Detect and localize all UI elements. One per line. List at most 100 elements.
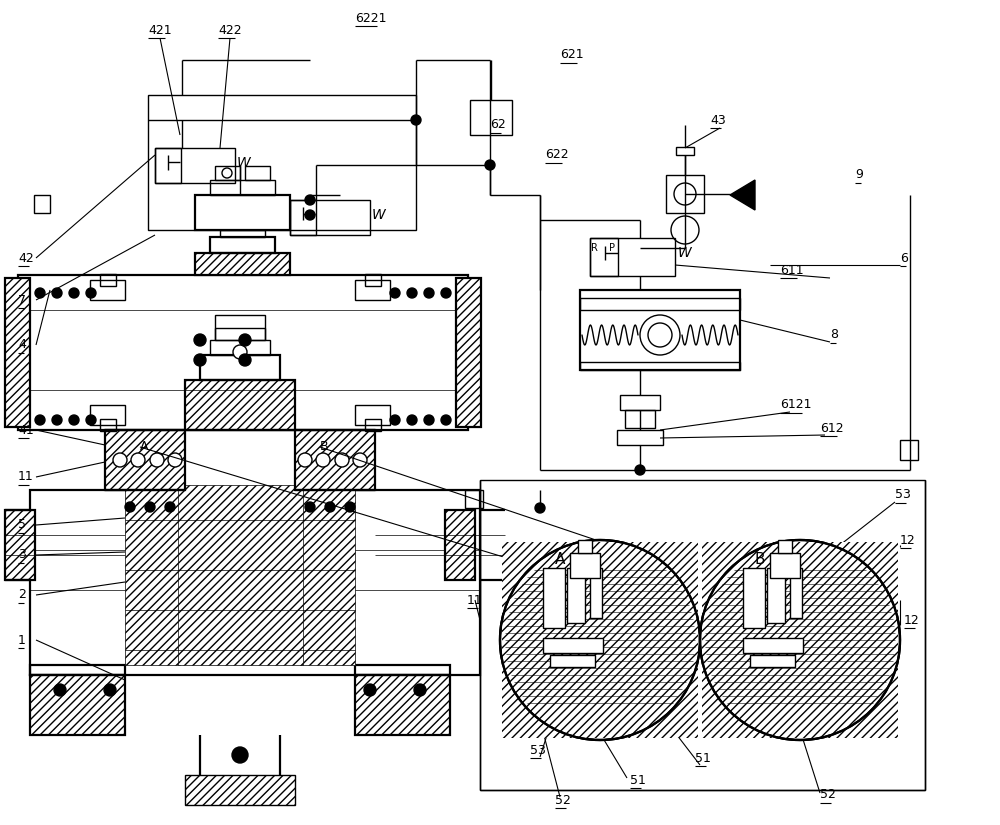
Circle shape	[69, 288, 79, 298]
Circle shape	[165, 502, 175, 512]
Bar	[590, 568, 602, 618]
Bar	[580, 362, 740, 370]
Bar	[676, 147, 694, 155]
Bar	[480, 480, 925, 790]
Circle shape	[233, 345, 247, 359]
Circle shape	[150, 453, 164, 467]
Bar	[355, 405, 390, 425]
Text: 62: 62	[490, 119, 506, 131]
Text: W: W	[372, 208, 386, 222]
Circle shape	[411, 115, 421, 125]
Bar	[210, 237, 275, 253]
Text: 41: 41	[18, 423, 34, 436]
Bar	[666, 175, 704, 213]
Bar	[100, 274, 116, 286]
Text: 53: 53	[530, 743, 546, 757]
Bar	[900, 440, 918, 460]
Circle shape	[407, 415, 417, 425]
Circle shape	[239, 354, 251, 366]
Bar	[148, 95, 416, 230]
Circle shape	[145, 502, 155, 512]
Text: 6: 6	[900, 252, 908, 265]
Circle shape	[640, 315, 680, 355]
Bar	[510, 555, 690, 725]
Circle shape	[54, 684, 66, 696]
Bar	[200, 355, 280, 380]
Text: 51: 51	[695, 752, 711, 765]
Text: 421: 421	[148, 23, 172, 36]
Text: 621: 621	[560, 49, 584, 62]
Circle shape	[424, 415, 434, 425]
Circle shape	[168, 453, 182, 467]
Bar	[290, 200, 316, 235]
Bar	[18, 275, 468, 430]
Circle shape	[35, 288, 45, 298]
Bar	[30, 490, 480, 675]
Bar	[5, 278, 30, 427]
Circle shape	[222, 168, 232, 178]
Circle shape	[239, 334, 251, 346]
Bar	[620, 395, 660, 410]
Bar	[30, 665, 125, 675]
Bar	[743, 638, 803, 653]
Circle shape	[194, 354, 206, 366]
Circle shape	[441, 288, 451, 298]
Bar	[710, 555, 890, 725]
Text: 11: 11	[18, 470, 34, 483]
Bar	[220, 230, 265, 237]
Bar	[300, 485, 355, 665]
Text: 53: 53	[895, 488, 911, 502]
Bar	[355, 280, 390, 300]
Circle shape	[52, 415, 62, 425]
Bar	[195, 195, 290, 230]
Circle shape	[316, 453, 330, 467]
Circle shape	[125, 502, 135, 512]
Bar	[578, 540, 592, 553]
Text: 12: 12	[904, 614, 920, 626]
Circle shape	[500, 540, 700, 740]
Text: 611: 611	[780, 263, 804, 276]
Text: A: A	[140, 441, 148, 454]
Bar	[580, 298, 740, 310]
Circle shape	[35, 415, 45, 425]
Bar	[590, 238, 618, 276]
Text: P: P	[609, 243, 615, 253]
Bar	[767, 568, 785, 623]
Text: 52: 52	[555, 794, 571, 807]
Bar	[178, 485, 303, 665]
Bar	[743, 568, 765, 628]
Bar	[550, 655, 595, 667]
Bar	[567, 568, 585, 623]
Text: B: B	[755, 553, 766, 568]
Text: 422: 422	[218, 23, 242, 36]
Text: 5: 5	[18, 518, 26, 531]
Circle shape	[441, 415, 451, 425]
Bar	[210, 340, 270, 355]
Text: 6121: 6121	[780, 398, 812, 412]
Text: W: W	[237, 156, 251, 170]
Text: 1: 1	[18, 634, 26, 647]
Bar	[245, 166, 270, 180]
Circle shape	[335, 453, 349, 467]
Circle shape	[104, 684, 116, 696]
Circle shape	[305, 502, 315, 512]
Bar	[778, 540, 792, 553]
Bar	[625, 410, 655, 428]
Circle shape	[232, 747, 248, 763]
Bar	[543, 638, 603, 653]
Text: R: R	[591, 243, 598, 253]
Circle shape	[325, 502, 335, 512]
Circle shape	[353, 453, 367, 467]
Circle shape	[648, 323, 672, 347]
Circle shape	[364, 684, 376, 696]
Circle shape	[671, 216, 699, 244]
Bar	[590, 238, 675, 276]
Text: B: B	[320, 441, 329, 454]
Text: 2: 2	[18, 588, 26, 601]
Bar	[365, 419, 381, 431]
Bar	[105, 430, 185, 490]
Circle shape	[345, 502, 355, 512]
Text: 52: 52	[820, 789, 836, 802]
Text: 12: 12	[900, 534, 916, 546]
Circle shape	[674, 183, 696, 205]
